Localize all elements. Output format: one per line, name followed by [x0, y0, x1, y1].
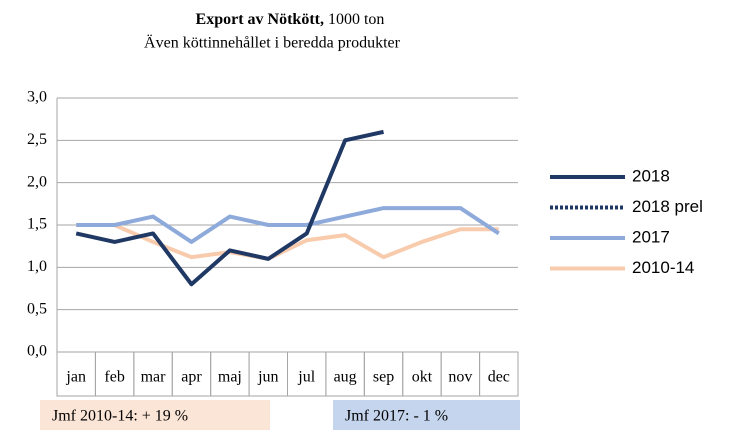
y-tick-label: 2,0 [27, 173, 47, 190]
annotation-box [40, 400, 270, 430]
annotation: Jmf 2010-14: + 19 % [52, 408, 188, 425]
x-tick-label: okt [412, 369, 433, 386]
legend-label: 2010-14 [632, 258, 694, 277]
line-series [75, 129, 384, 287]
legend-label: 2017 [632, 227, 670, 246]
chart-subtitle: Även köttinnehållet i beredda produkter [144, 34, 401, 52]
y-tick-label: 0,0 [27, 343, 47, 360]
line-series [76, 223, 499, 261]
y-tick-label: 2,5 [27, 131, 47, 148]
y-tick-label: 0,5 [27, 300, 47, 317]
x-tick-label: apr [181, 369, 202, 386]
x-tick-label: aug [334, 369, 357, 386]
y-tick-label: 1,0 [27, 258, 47, 275]
x-tick-label: maj [218, 369, 242, 386]
annotation: Jmf 2017: - 1 % [345, 408, 448, 425]
y-tick-label: 1,5 [27, 216, 47, 233]
x-tick-label: mar [141, 369, 167, 386]
x-tick-label: nov [448, 369, 472, 386]
x-tick-label: dec [488, 369, 510, 386]
y-tick-label: 3,0 [27, 89, 47, 106]
x-tick-label: jun [257, 369, 278, 386]
x-tick-label: sep [373, 369, 394, 386]
chart-title: Export av Nötkött, 1000 ton [196, 11, 385, 28]
legend-label: 2018 prel [632, 197, 703, 216]
title-main: Export av Nötkött, [196, 11, 324, 28]
x-tick-label: feb [104, 369, 124, 386]
legend-label: 2018 [632, 166, 670, 185]
title-unit: 1000 ton [328, 11, 384, 28]
x-cell [479, 351, 519, 397]
x-tick-label: jul [297, 369, 315, 386]
x-tick-label: jan [65, 369, 86, 386]
annotation-box [333, 400, 520, 430]
line-series [76, 206, 500, 244]
